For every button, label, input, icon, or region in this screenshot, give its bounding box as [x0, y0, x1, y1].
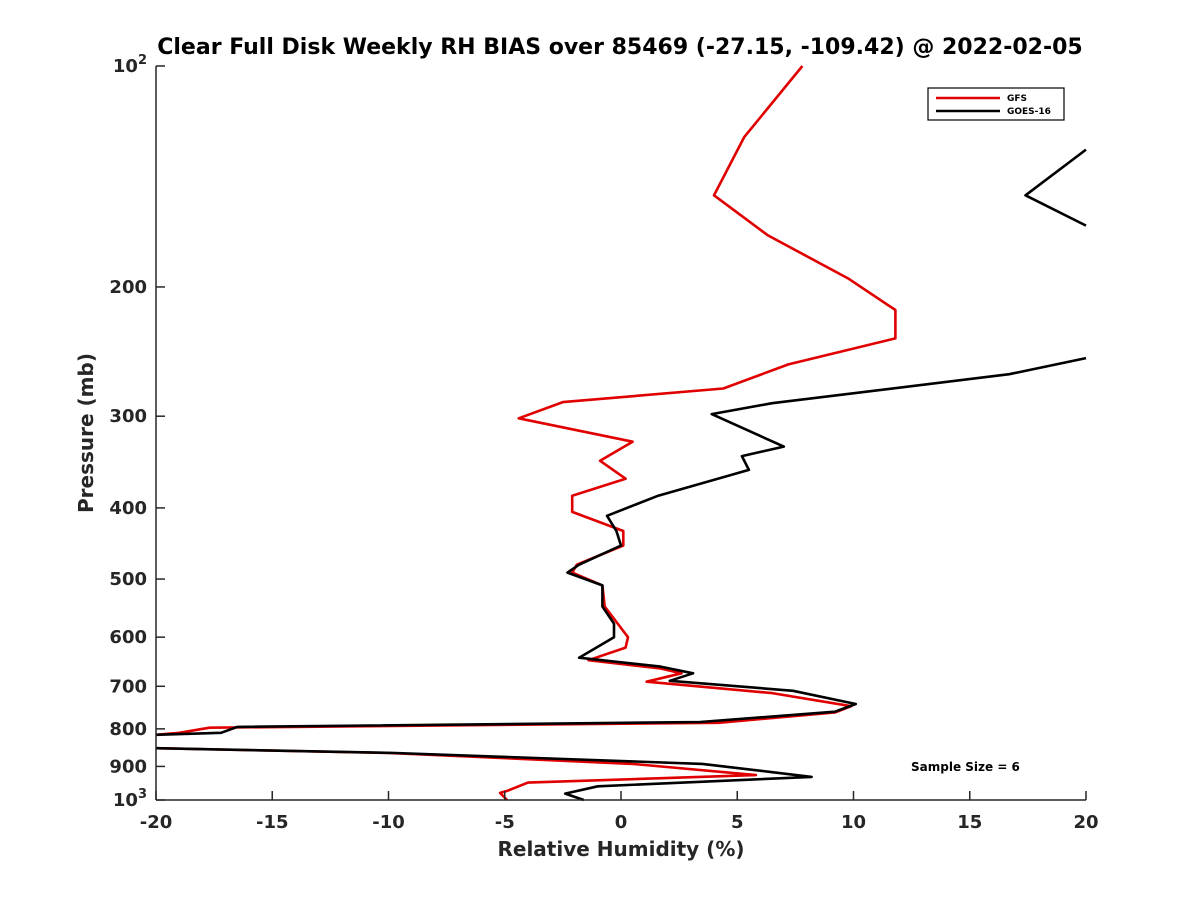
- series-layer: [155, 65, 1087, 802]
- y-ticks: 102 200 300 400 500 600 700 800 900 103: [109, 53, 165, 811]
- plot-area: -20 -15 -10 -5 0 5 10 15 20 102 200 300 400 500 600 70…: [109, 53, 1098, 833]
- x-tick-label: 5: [731, 812, 744, 833]
- legend-box: [927, 87, 1065, 121]
- x-tick-label: 15: [957, 812, 982, 833]
- y-tick-label: 700: [109, 676, 147, 697]
- y-tick-label: 103: [113, 787, 147, 811]
- legend-label-goes16: GOES-16: [1007, 107, 1051, 117]
- series-line-2-segment-1: [1024, 148, 1087, 227]
- x-tick-label: -10: [372, 812, 405, 833]
- x-tick-label: 0: [615, 812, 628, 833]
- y-tick-label: 500: [109, 569, 147, 590]
- y-tick-label: 800: [109, 719, 147, 740]
- x-tick-label: -15: [256, 812, 289, 833]
- y-tick-label: 200: [109, 277, 147, 298]
- y-tick-label: 102: [113, 53, 147, 77]
- y-tick-label: 900: [109, 756, 147, 777]
- x-tick-label: 10: [841, 812, 866, 833]
- y-tick-label: 600: [109, 627, 147, 648]
- y-tick-label: 300: [109, 406, 147, 427]
- chart-title: Clear Full Disk Weekly RH BIAS over 8546…: [157, 35, 1082, 60]
- series-line-1-segment-1: [155, 65, 897, 737]
- y-tick-label: 400: [109, 498, 147, 519]
- x-ticks: -20 -15 -10 -5 0 5 10 15 20: [140, 791, 1099, 833]
- x-tick-label: -20: [140, 812, 173, 833]
- x-tick-label: -5: [495, 812, 515, 833]
- sample-size-annotation: Sample Size = 6: [911, 760, 1020, 774]
- y-axis-label: Pressure (mb): [74, 353, 98, 513]
- x-tick-label: 20: [1073, 812, 1098, 833]
- legend-label-gfs: GFS: [1007, 94, 1027, 104]
- legend: GFS GOES-16: [927, 87, 1065, 121]
- series-line-2-segment-3: [155, 746, 813, 802]
- series-line-2-segment-2: [155, 356, 1087, 737]
- x-axis-label: Relative Humidity (%): [497, 837, 744, 861]
- series-goes-16: [155, 148, 1087, 802]
